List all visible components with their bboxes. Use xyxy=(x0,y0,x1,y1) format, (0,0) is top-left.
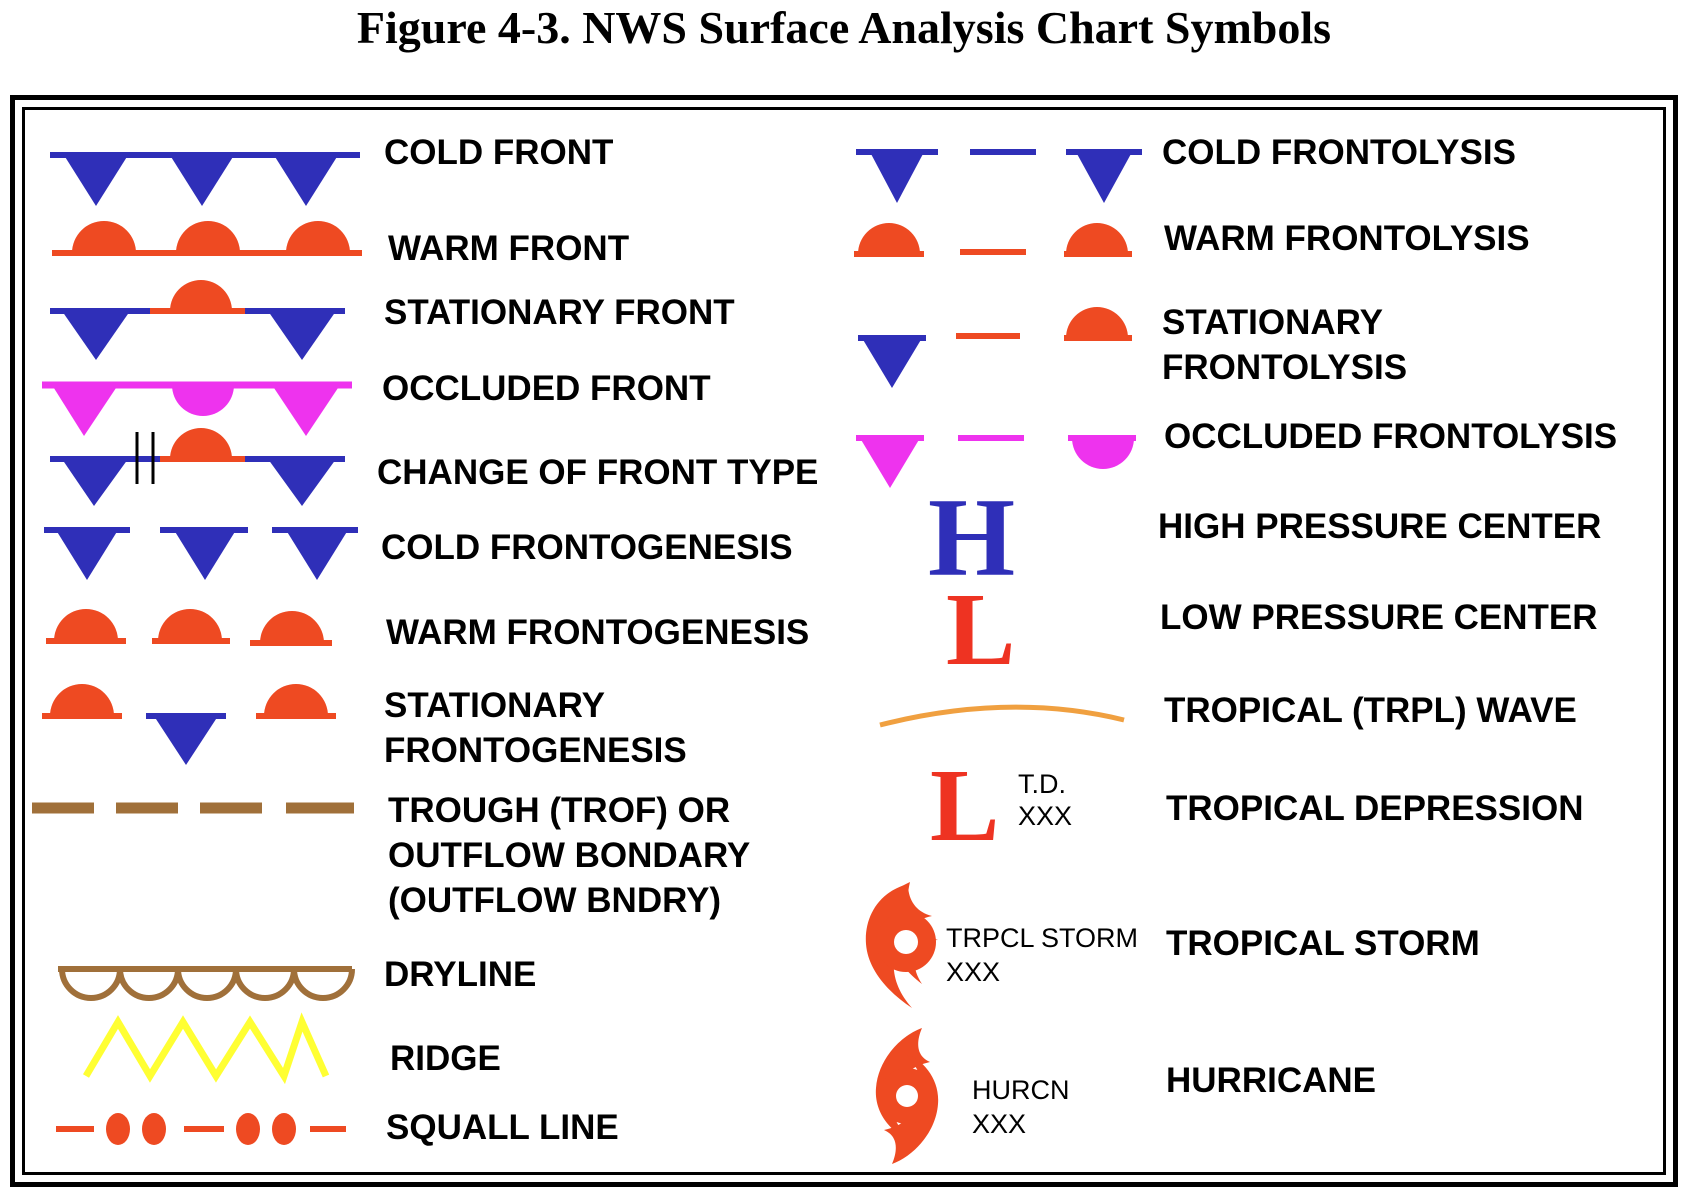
label-stationary-frontolysis-1: STATIONARY xyxy=(1162,303,1384,342)
label-cold-frontogenesis: COLD FRONTOGENESIS xyxy=(381,528,793,567)
tropical-depression-letter: L xyxy=(930,748,1000,863)
low-pressure-letter: L xyxy=(946,572,1016,687)
warm-frontogenesis-symbol xyxy=(46,609,332,646)
stationary-frontolysis-symbol xyxy=(858,307,1132,388)
label-cold-front: COLD FRONT xyxy=(384,133,614,172)
occluded-frontolysis-symbol xyxy=(856,435,1136,488)
label-warm-front: WARM FRONT xyxy=(388,229,630,268)
label-stationary-frontogenesis-2: FRONTOGENESIS xyxy=(384,731,687,770)
label-ridge: RIDGE xyxy=(390,1039,501,1078)
squall-line-symbol xyxy=(56,1113,346,1145)
warm-front-symbol xyxy=(52,221,362,256)
label-squall-line: SQUALL LINE xyxy=(386,1108,619,1147)
high-pressure-letter: H xyxy=(928,476,1016,600)
label-tropical-depression: TROPICAL DEPRESSION xyxy=(1166,789,1584,828)
label-occluded-front: OCCLUDED FRONT xyxy=(382,369,711,408)
storm-annotation-1: TRPCL STORM xyxy=(946,923,1139,953)
dryline-symbol xyxy=(58,966,355,1001)
warm-frontolysis-symbol xyxy=(854,223,1132,257)
outer-border xyxy=(10,95,1678,1187)
stationary-front-symbol xyxy=(50,280,345,360)
label-tropical-storm: TROPICAL STORM xyxy=(1166,924,1480,963)
label-warm-frontolysis: WARM FRONTOLYSIS xyxy=(1164,219,1530,258)
ridge-symbol xyxy=(82,1012,330,1085)
storm-annotation-2: XXX xyxy=(946,957,1001,987)
stationary-frontogenesis-symbol xyxy=(42,684,336,765)
hurricane-annotation-2: XXX xyxy=(972,1109,1027,1139)
occluded-front-symbol xyxy=(42,381,352,436)
label-trough-1: TROUGH (TROF) OR xyxy=(388,791,731,830)
label-occluded-frontolysis: OCCLUDED FRONTOLYSIS xyxy=(1164,417,1618,456)
tropical-wave-symbol xyxy=(879,704,1125,728)
label-stationary-frontolysis-2: FRONTOLYSIS xyxy=(1162,348,1408,387)
label-stationary-frontogenesis-1: STATIONARY xyxy=(384,686,606,725)
cold-front-symbol xyxy=(50,152,360,206)
label-dryline: DRYLINE xyxy=(384,955,537,994)
td-annotation-1: T.D. xyxy=(1018,769,1067,799)
label-trough-3: (OUTFLOW BNDRY) xyxy=(388,881,722,920)
label-cold-frontolysis: COLD FRONTOLYSIS xyxy=(1162,133,1516,172)
cold-frontogenesis-symbol xyxy=(44,527,358,580)
cold-frontolysis-symbol xyxy=(856,149,1142,203)
hurricane-icon xyxy=(875,1028,939,1164)
figure-title: Figure 4-3. NWS Surface Analysis Chart S… xyxy=(356,2,1332,53)
td-annotation-2: XXX xyxy=(1018,801,1073,831)
label-stationary-front: STATIONARY FRONT xyxy=(384,293,735,332)
label-tropical-wave: TROPICAL (TRPL) WAVE xyxy=(1164,691,1577,730)
inner-border xyxy=(22,107,1666,1175)
change-of-front-type-symbol xyxy=(50,428,345,506)
label-high-pressure-center: HIGH PRESSURE CENTER xyxy=(1158,507,1602,546)
hurricane-annotation-1: HURCN xyxy=(972,1075,1070,1105)
label-low-pressure-center: LOW PRESSURE CENTER xyxy=(1160,598,1598,637)
label-trough-2: OUTFLOW BONDARY xyxy=(388,836,751,875)
label-warm-frontogenesis: WARM FRONTOGENESIS xyxy=(386,613,810,652)
label-change-of-front-type: CHANGE OF FRONT TYPE xyxy=(377,453,819,492)
tropical-storm-icon xyxy=(865,882,938,1008)
label-hurricane: HURRICANE xyxy=(1166,1061,1376,1100)
